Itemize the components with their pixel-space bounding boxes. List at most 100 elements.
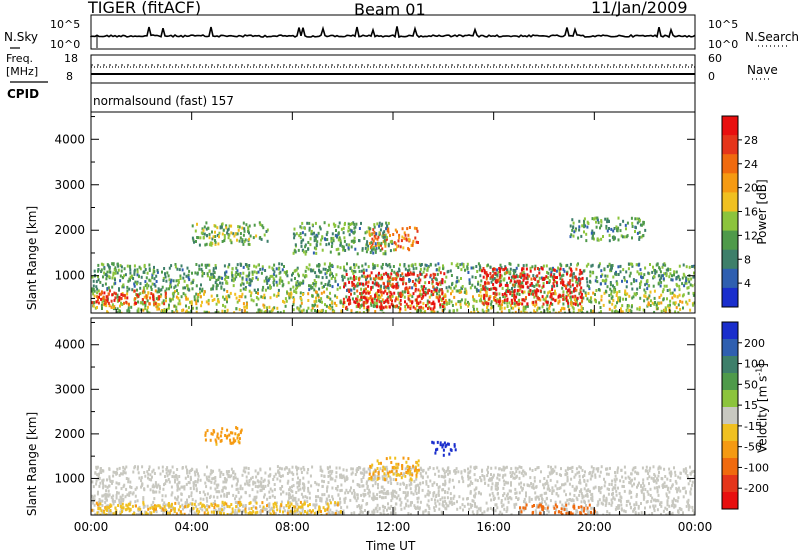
scatter-cell [339,286,342,290]
scatter-cell [230,231,233,235]
scatter-cell [257,480,260,484]
scatter-cell [196,480,199,484]
scatter-cell [472,295,474,299]
scatter-cell [228,233,231,237]
scatter-cell [685,281,688,285]
scatter-cell [352,479,355,483]
scatter-cell [268,310,271,313]
scatter-cell [97,298,99,302]
scatter-cell [583,219,585,223]
scatter-cell [682,511,684,515]
scatter-cell [369,277,372,281]
scatter-cell [434,498,436,502]
scatter-cell [113,305,116,309]
scatter-cell [259,267,262,271]
scatter-cell [549,267,552,271]
scatter-cell [315,290,318,294]
scatter-cell [186,266,189,270]
scatter-cell [591,236,594,240]
scatter-cell [276,283,279,287]
scatter-cell [666,289,669,292]
scatter-cell [597,500,600,504]
scatter-cell [380,284,382,288]
scatter-cell [277,288,280,292]
scatter-cell [623,489,626,493]
scatter-cell [505,481,508,485]
scatter-cell [520,466,523,469]
scatter-cell [513,285,516,289]
scatter-cell [586,225,589,229]
scatter-cell [148,269,151,272]
scatter-cell [516,275,519,279]
scatter-cell [547,465,550,469]
scatter-cell [261,288,264,292]
scatter-cell [363,289,366,293]
scatter-cell [216,294,219,298]
scatter-cell [591,513,594,515]
scatter-cell [451,502,454,506]
scatter-cell [596,280,599,284]
scatter-cell [154,289,157,293]
scatter-cell [339,497,341,501]
scatter-cell [133,284,136,288]
scatter-cell [626,221,629,225]
scatter-cell [660,512,662,515]
scatter-cell [215,287,218,291]
scatter-cell [621,304,624,308]
scatter-cell [441,496,444,500]
scatter-cell [226,228,229,232]
scatter-cell [502,295,505,298]
scatter-cell [548,306,551,310]
scatter-cell [392,265,395,268]
scatter-cell [105,489,108,493]
scatter-cell [318,270,321,274]
scatter-cell [370,286,373,289]
scatter-cell [578,272,581,276]
scatter-cell [598,311,601,313]
scatter-cell [307,267,310,271]
scatter-cell [660,274,663,278]
scatter-cell [620,468,623,472]
scatter-cell [619,270,622,274]
scatter-cell [164,309,166,313]
scatter-cell [570,269,573,273]
scatter-cell [631,221,634,225]
scatter-cell [606,229,609,233]
scatter-cell [194,299,197,303]
scatter-cell [148,302,151,306]
scatter-cell [427,489,430,493]
scatter-cell [597,486,600,489]
scatter-cell [230,271,233,275]
scatter-cell [630,309,633,313]
scatter-cell [206,263,209,267]
scatter-cell [382,252,385,256]
scatter-cell [264,269,267,272]
scatter-cell [604,499,607,503]
scatter-cell [691,480,694,484]
scatter-cell [570,290,573,294]
scatter-cell [120,500,123,504]
scatter-cell [344,496,347,500]
scatter-cell [325,233,328,237]
scatter-cell [373,282,376,286]
scatter-cell [456,289,459,293]
scatter-cell [163,509,166,513]
scatter-cell [690,470,693,474]
scatter-cell [296,266,299,270]
scatter-cell [167,306,170,310]
scatter-cell [269,508,272,512]
scatter-cell [375,274,378,278]
scatter-cell [143,270,146,274]
scatter-cell [576,510,579,514]
scatter-cell [176,283,179,287]
scatter-cell [579,281,582,285]
scatter-cell [403,506,406,510]
scatter-cell [487,281,490,285]
scatter-cell [199,295,202,299]
scatter-cell [376,305,378,309]
scatter-cell [101,307,103,310]
scatter-cell [231,278,234,282]
scatter-cell [249,294,252,298]
scatter-cell [644,228,647,232]
scatter-cell [671,296,674,300]
